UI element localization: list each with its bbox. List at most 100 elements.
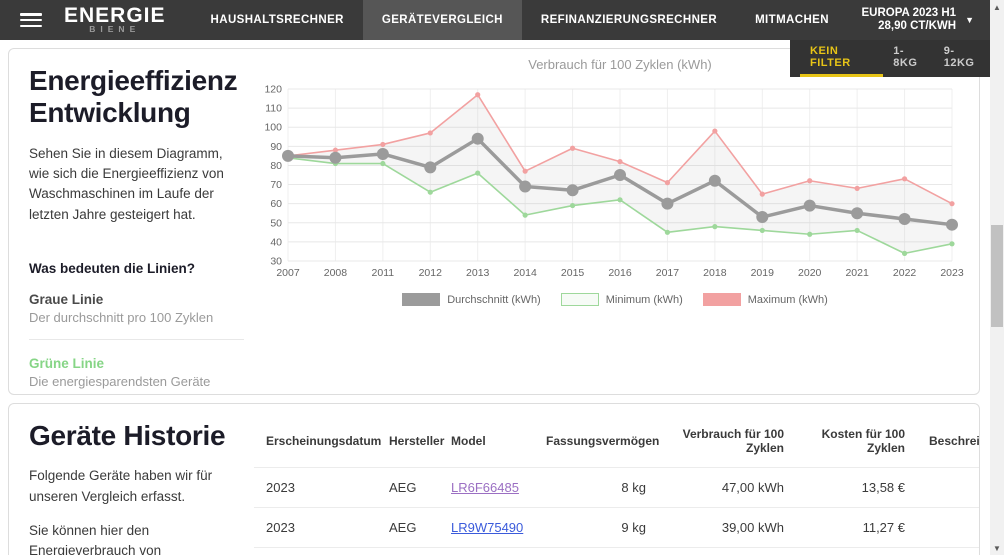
legend-item: Durchschnitt (kWh)	[402, 293, 541, 306]
svg-text:70: 70	[270, 179, 282, 191]
cell-cost: 11,27 €	[784, 507, 905, 548]
svg-text:60: 60	[270, 198, 282, 210]
cell-capacity: 9 kg	[546, 507, 646, 548]
chevron-down-icon: ▼	[965, 15, 974, 25]
line-key-gray-label: Graue Linie	[29, 291, 104, 307]
scroll-up-icon[interactable]: ▲	[993, 2, 1001, 12]
logo-text-biene: BIENE	[89, 24, 141, 34]
nav-item-geraetevergleich[interactable]: GERÄTEVERGLEICH	[362, 0, 522, 40]
cell-date: 2023	[254, 547, 389, 555]
region-name: EUROPA 2023 H1	[861, 7, 957, 19]
svg-text:100: 100	[264, 122, 282, 134]
cell-manufacturer: AEG	[389, 507, 451, 548]
svg-text:50: 50	[270, 217, 282, 229]
svg-text:2019: 2019	[751, 267, 775, 279]
col-verbrauch: Verbrauch für 100 Zyklen	[682, 427, 784, 455]
cell-cost: 13,58 €	[784, 467, 905, 508]
hamburger-menu-icon[interactable]	[20, 13, 42, 27]
nav-menu: HAUSHALTSRECHNER GERÄTEVERGLEICH REFINAN…	[192, 0, 848, 40]
cell-consumption: 47,00 kWh	[646, 467, 784, 508]
filter-tab-9-12kg[interactable]: 9-12KG	[943, 45, 975, 69]
line-key-green: Grüne Linie Die energiesparendsten Gerät…	[29, 356, 244, 389]
top-navbar: ENERGIE BIENE HAUSHALTSRECHNER GERÄTEVER…	[0, 0, 990, 40]
lines-heading: Was bedeuten die Linien?	[29, 260, 196, 276]
chart-section-heading: Energieeffizienz Entwicklung	[29, 65, 238, 129]
cell-description	[905, 467, 979, 508]
chart-legend: Durchschnitt (kWh) Minimum (kWh) Maximum (…	[256, 293, 974, 306]
logo[interactable]: ENERGIE BIENE	[64, 4, 166, 34]
svg-text:2020: 2020	[798, 267, 822, 279]
device-table-container: Erscheinungsdatum Hersteller Model Fassu…	[254, 404, 979, 555]
svg-text:2018: 2018	[703, 267, 727, 279]
region-price-selector[interactable]: EUROPA 2023 H1 28,90 CT/KWH ▼	[861, 7, 990, 33]
svg-text:2014: 2014	[513, 267, 537, 279]
svg-text:2022: 2022	[893, 267, 917, 279]
line-key-green-label: Grüne Linie	[29, 355, 105, 371]
col-fassungsvermoegen: Fassungsvermögen	[546, 434, 660, 448]
table-header-row: Erscheinungsdatum Hersteller Model Fassu…	[254, 418, 979, 468]
nav-item-haushaltsrechner[interactable]: HAUSHALTSRECHNER	[210, 14, 344, 26]
svg-text:2017: 2017	[656, 267, 680, 279]
scroll-down-icon[interactable]: ▼	[993, 543, 1001, 553]
history-section-heading: Geräte Historie	[29, 420, 226, 451]
cell-description	[905, 547, 979, 555]
history-sidebar: Geräte Historie Folgende Geräte haben wi…	[9, 404, 254, 555]
cell-manufacturer: AEG	[389, 547, 451, 555]
region-price: 28,90 CT/KWH	[878, 20, 957, 32]
svg-text:2012: 2012	[419, 267, 443, 279]
cell-capacity: 8 kg	[546, 467, 646, 508]
divider	[29, 338, 244, 340]
line-key-gray: Graue Linie Der durchschnitt pro 100 Zyk…	[29, 292, 244, 325]
cell-consumption: 41,00 kWh	[646, 547, 784, 555]
filter-tab-kein-filter[interactable]: KEIN FILTER	[800, 40, 884, 77]
legend-swatch	[702, 293, 741, 306]
history-description-2: Sie können hier den Energieverbrauch von…	[29, 522, 162, 555]
chart-sidebar: Energieeffizienz Entwicklung Sehen Sie i…	[9, 49, 254, 394]
legend-swatch	[402, 293, 441, 306]
cell-date: 2023	[254, 467, 389, 508]
history-description-1: Folgende Geräte haben wir für unseren Ve…	[29, 468, 213, 504]
model-link[interactable]: LR6F66485	[451, 480, 519, 495]
table-row: 2023 AEG LR9W80600 10 kg 41,00 kWh 11,85…	[254, 547, 979, 555]
svg-text:2021: 2021	[845, 267, 869, 279]
nav-item-mitmachen[interactable]: MITMACHEN	[755, 14, 829, 26]
svg-text:120: 120	[264, 84, 282, 96]
legend-swatch	[560, 293, 599, 306]
chart-section-description: Sehen Sie in diesem Diagramm, wie sich d…	[29, 145, 224, 222]
filter-tab-1-8kg[interactable]: 1-8KG	[893, 45, 918, 69]
svg-text:2016: 2016	[608, 267, 632, 279]
svg-text:2023: 2023	[940, 267, 964, 279]
svg-text:40: 40	[270, 236, 282, 248]
table-row: 2023 AEG LR9W75490 9 kg 39,00 kWh 11,27 …	[254, 507, 979, 548]
cell-capacity: 10 kg	[546, 547, 646, 555]
line-key-gray-description: Der durchschnitt pro 100 Zyklen	[29, 309, 214, 325]
col-beschreibung: Beschreibung	[929, 434, 979, 448]
model-link[interactable]: LR9W75490	[451, 520, 524, 535]
svg-text:2013: 2013	[466, 267, 490, 279]
history-card: Geräte Historie Folgende Geräte haben wi…	[8, 403, 980, 555]
cell-description	[905, 507, 979, 548]
svg-text:110: 110	[265, 103, 282, 115]
nav-item-refinanzierungsrechner[interactable]: REFINANZIERUNGSRECHNER	[540, 14, 718, 26]
cell-manufacturer: AEG	[389, 467, 451, 508]
col-erscheinungsdatum: Erscheinungsdatum	[266, 434, 382, 448]
device-table: Erscheinungsdatum Hersteller Model Fassu…	[254, 418, 979, 555]
svg-text:30: 30	[270, 256, 282, 268]
cell-consumption: 39,00 kWh	[646, 507, 784, 548]
logo-text-energie: ENERGIE	[64, 4, 166, 27]
cell-date: 2023	[254, 507, 389, 548]
scrollbar-thumb[interactable]	[991, 225, 1003, 327]
table-row: 2023 AEG LR6F66485 8 kg 47,00 kWh 13,58 …	[254, 467, 979, 508]
vertical-scrollbar[interactable]: ▲ ▼	[990, 0, 1004, 555]
col-kosten: Kosten für 100 Zyklen	[821, 427, 905, 455]
svg-text:2008: 2008	[324, 267, 348, 279]
svg-text:Verbrauch für 100 Zyklen (kWh): Verbrauch für 100 Zyklen (kWh)	[528, 57, 712, 72]
cell-cost: 11,85 €	[784, 547, 905, 555]
chart-card: Energieeffizienz Entwicklung Sehen Sie i…	[8, 48, 980, 395]
legend-label: Minimum (kWh)	[605, 293, 683, 306]
line-chart: Verbrauch für 100 Zyklen (kWh) 30 40 50 60 70…	[254, 49, 979, 394]
col-model: Model	[451, 434, 486, 448]
svg-text:2011: 2011	[372, 267, 395, 279]
line-key-green-description: Die energiesparendsten Geräte	[29, 373, 211, 389]
legend-item: Maximum (kWh)	[702, 293, 828, 306]
